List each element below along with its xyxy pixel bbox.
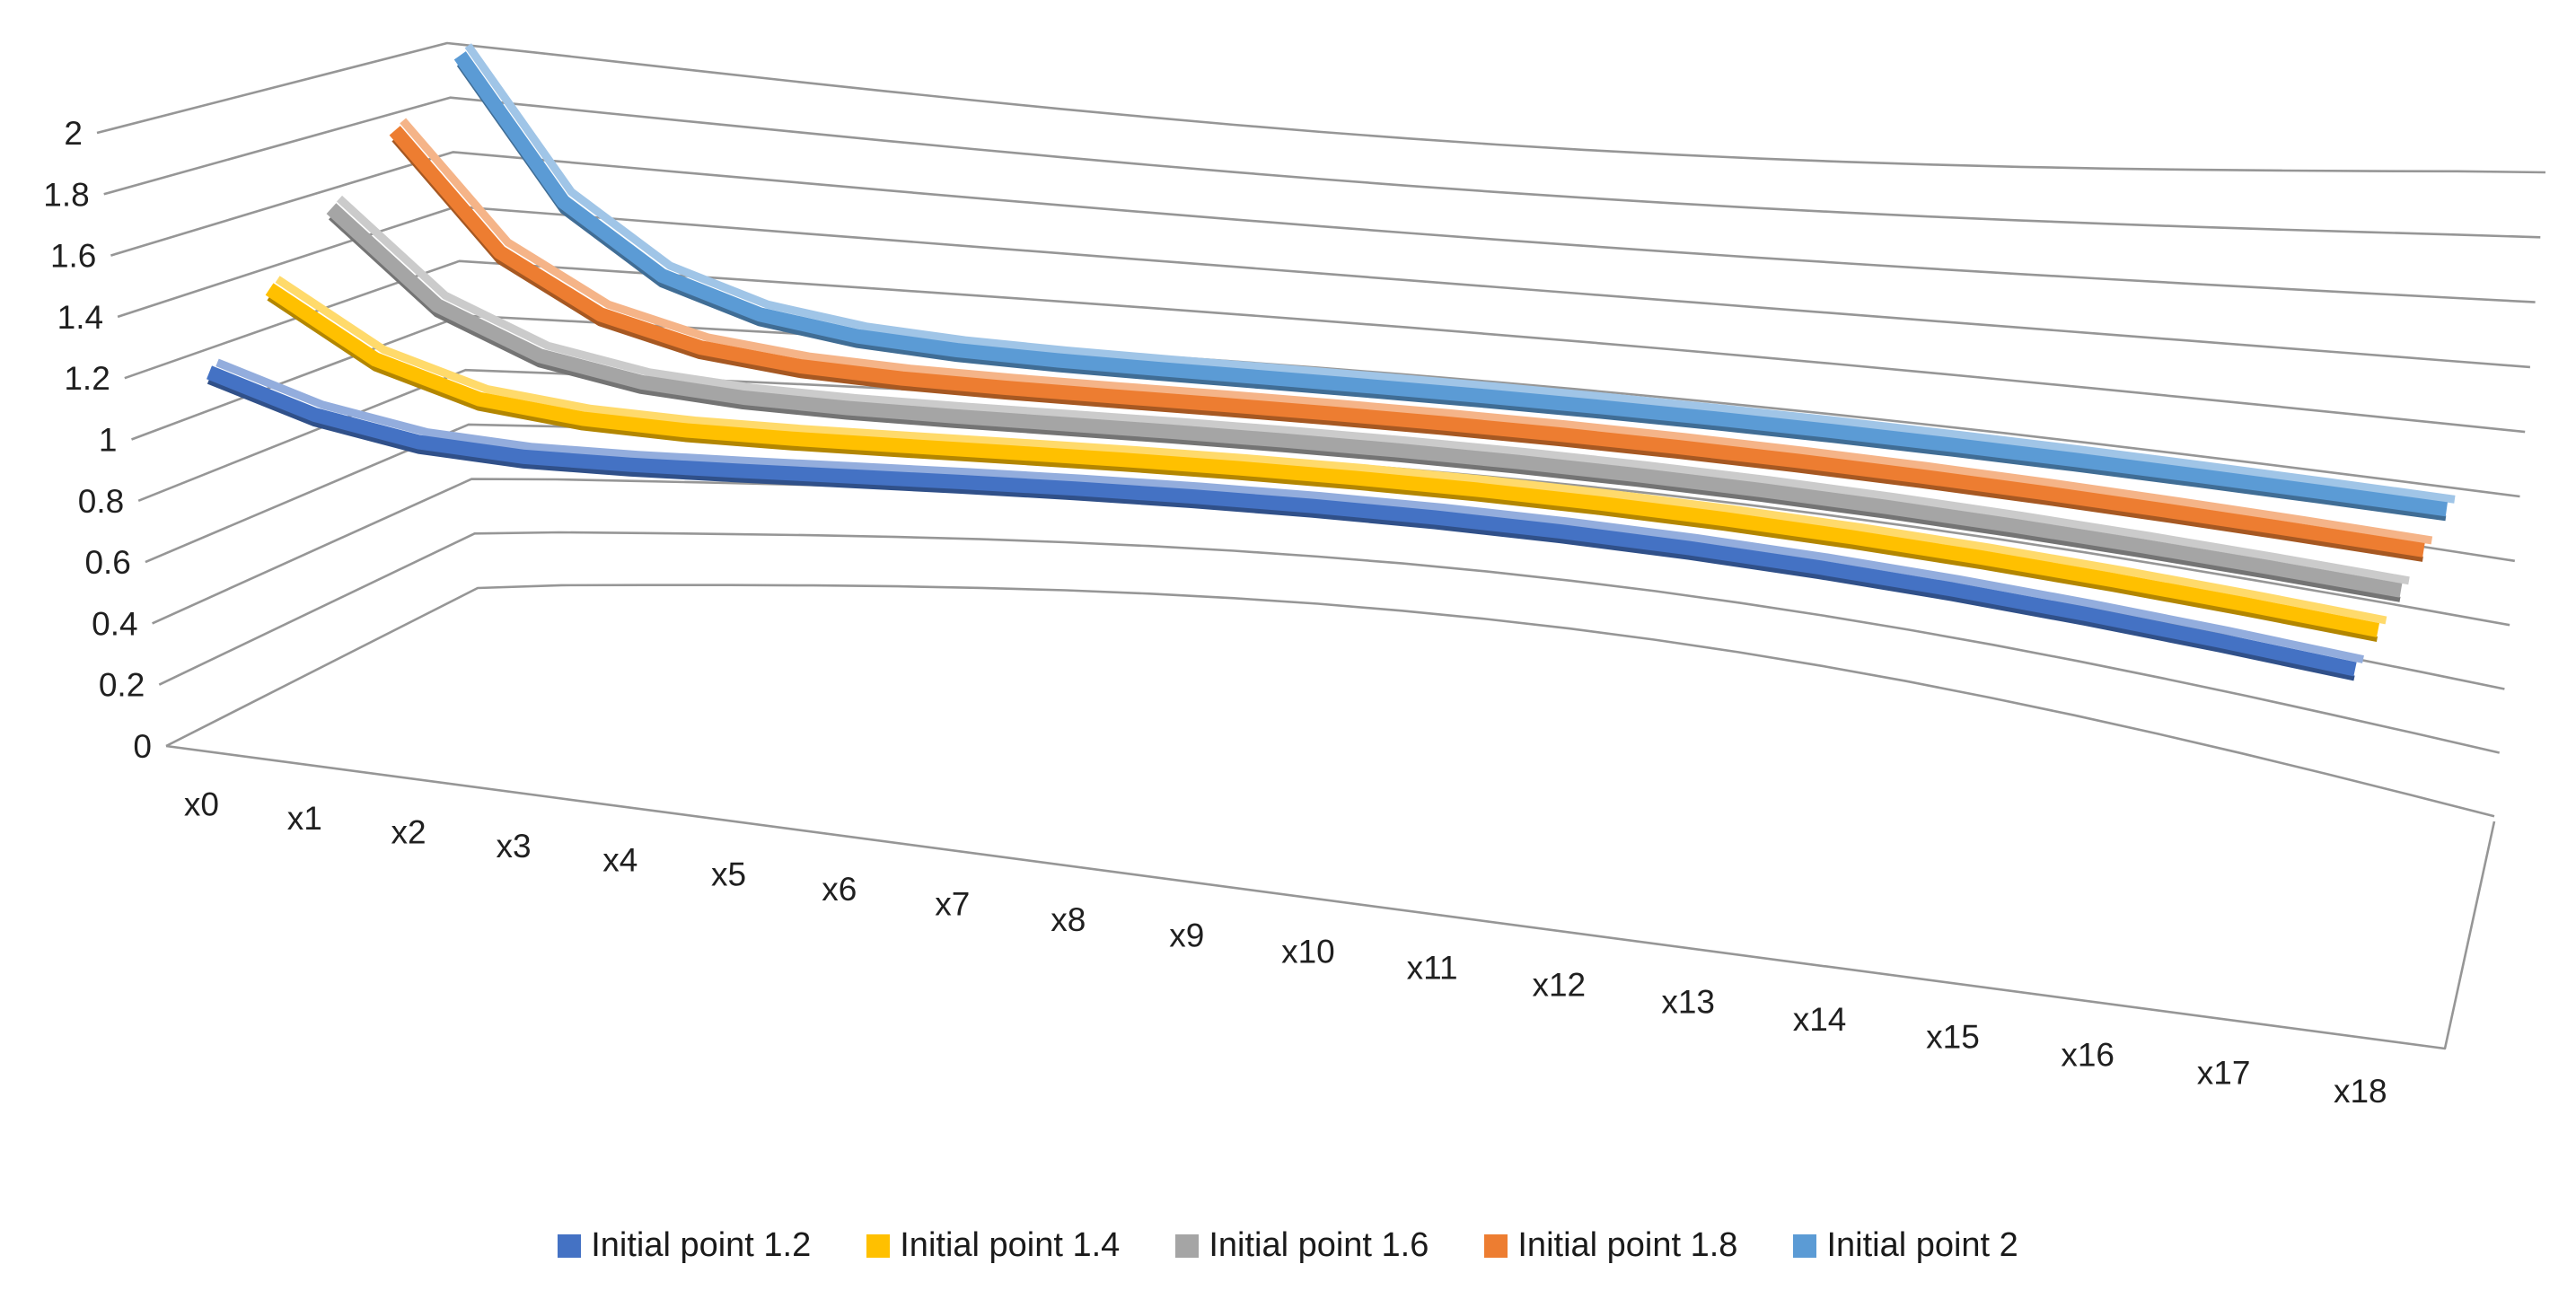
series-ribbon-initial-point-1-2 bbox=[207, 365, 2357, 677]
legend-swatch-icon bbox=[1175, 1233, 1200, 1258]
x-axis-tick-label: x5 bbox=[711, 856, 746, 893]
gridline bbox=[158, 531, 2500, 754]
x-axis-tick-label: x9 bbox=[1169, 917, 1204, 953]
x-axis-tick-label: x13 bbox=[1661, 983, 1715, 1020]
x-axis-tick-label: x11 bbox=[1407, 950, 1458, 987]
y-axis-tick-label: 0.6 bbox=[84, 544, 130, 581]
legend-swatch-icon bbox=[866, 1233, 891, 1258]
x-axis-tick-label: x12 bbox=[1532, 966, 1586, 1003]
legend-item: Initial point 1.2 bbox=[558, 1226, 811, 1265]
y-axis-tick-label: 1.6 bbox=[50, 238, 96, 275]
legend-swatch-icon bbox=[558, 1233, 582, 1258]
x-axis-tick-label: x6 bbox=[822, 871, 857, 908]
series-ribbon-initial-point-1-4 bbox=[265, 283, 2380, 637]
y-axis-tick-label: 1 bbox=[99, 422, 118, 459]
legend-swatch-icon bbox=[1793, 1233, 1817, 1258]
x-axis-tick-label: x4 bbox=[602, 842, 637, 879]
x-axis-tick-label: x1 bbox=[287, 800, 322, 837]
gridline bbox=[124, 259, 2526, 434]
gridline bbox=[110, 151, 2536, 303]
y-axis-tick-label: 1.8 bbox=[43, 176, 89, 213]
series-ribbon-top-initial-point-1-6 bbox=[336, 195, 2410, 585]
chart-legend: Initial point 1.2 Initial point 1.4 Initia… bbox=[0, 1226, 2576, 1265]
gridline bbox=[117, 205, 2530, 369]
x-axis-tick-label: x8 bbox=[1051, 901, 1086, 938]
gridline bbox=[96, 41, 2546, 174]
series-ribbon-top-initial-point-1-4 bbox=[275, 276, 2387, 625]
y-axis-tick-label: 0.8 bbox=[78, 483, 124, 520]
x-axis-tick-label: x15 bbox=[1926, 1019, 1980, 1056]
legend-label: Initial point 1.8 bbox=[1517, 1226, 1738, 1264]
x-axis-tick-label: x17 bbox=[2197, 1055, 2251, 1092]
y-axis-tick-label: 0 bbox=[133, 728, 152, 765]
y-axis-tick-label: 0.4 bbox=[92, 605, 137, 642]
y-axis-tick-label: 2 bbox=[64, 115, 83, 152]
series-ribbon-top-initial-point-1-8 bbox=[400, 118, 2433, 545]
series-ribbon-initial-point-1-6 bbox=[326, 203, 2403, 598]
x-axis-tick-label: x7 bbox=[935, 886, 970, 923]
x-axis-tick-label: x3 bbox=[497, 828, 532, 865]
series-ribbon-initial-point-1-8 bbox=[389, 126, 2425, 557]
series-ribbon-edge-initial-point-1-6 bbox=[328, 215, 2401, 602]
legend-item: Initial point 1.8 bbox=[1484, 1226, 1737, 1265]
series-ribbon-top-initial-point-2 bbox=[464, 43, 2456, 504]
y-axis-tick-label: 1.2 bbox=[64, 360, 110, 397]
x-axis-tick-label: x2 bbox=[391, 813, 426, 850]
legend-label: Initial point 2 bbox=[1826, 1226, 2018, 1264]
legend-item: Initial point 1.4 bbox=[866, 1226, 1120, 1265]
series-ribbon-edge-initial-point-1-2 bbox=[207, 379, 2355, 681]
series-ribbon-edge-initial-point-1-4 bbox=[267, 295, 2378, 642]
floor-outline bbox=[165, 744, 2496, 1050]
legend-label: Initial point 1.6 bbox=[1209, 1226, 1429, 1264]
y-axis-tick-label: 0.2 bbox=[99, 667, 145, 704]
gridline bbox=[165, 584, 2495, 818]
y-axis-tick-label: 1.4 bbox=[57, 299, 103, 336]
series-ribbon-edge-initial-point-1-8 bbox=[391, 137, 2423, 562]
legend-item: Initial point 1.6 bbox=[1175, 1226, 1429, 1265]
x-axis-tick-label: x0 bbox=[184, 786, 219, 823]
legend-item: Initial point 2 bbox=[1793, 1226, 2018, 1265]
legend-label: Initial point 1.2 bbox=[591, 1226, 812, 1264]
series-ribbon-top-initial-point-1-2 bbox=[215, 358, 2364, 663]
x-axis-tick-label: x14 bbox=[1793, 1001, 1847, 1038]
series-ribbon-initial-point-2 bbox=[453, 51, 2448, 517]
x-axis-tick-label: x18 bbox=[2334, 1073, 2387, 1110]
x-axis-tick-label: x16 bbox=[2061, 1037, 2114, 1074]
gridline bbox=[103, 96, 2541, 239]
gridline bbox=[131, 314, 2520, 498]
legend-label: Initial point 1.4 bbox=[900, 1226, 1121, 1264]
legend-swatch-icon bbox=[1484, 1233, 1508, 1258]
series-ribbon-edge-initial-point-2 bbox=[456, 63, 2447, 522]
x-axis-tick-label: x10 bbox=[1281, 933, 1335, 970]
